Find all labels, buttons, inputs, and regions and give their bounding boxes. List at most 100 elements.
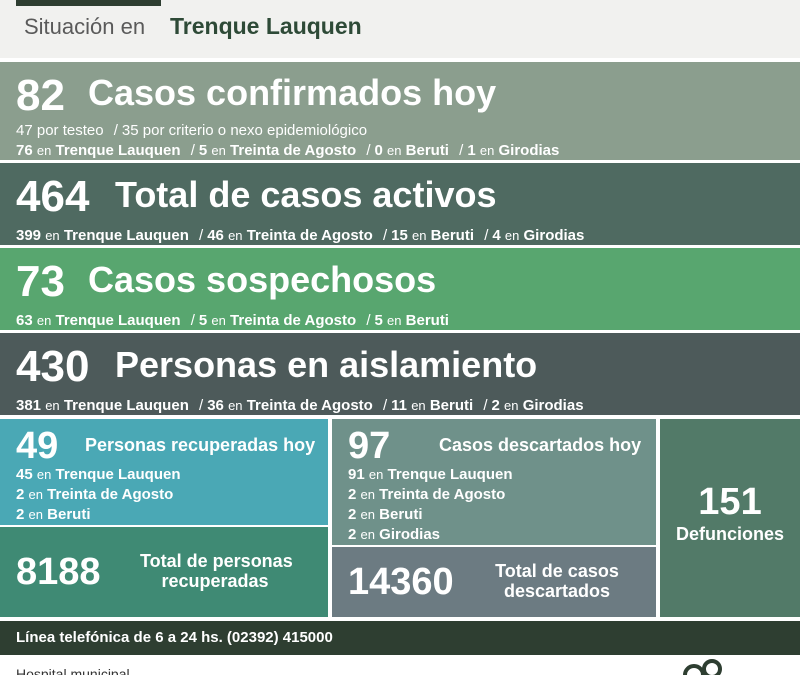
separator: /	[190, 142, 195, 159]
active-places: 399 en Trenque Lauquen /46 en Treinta de…	[16, 228, 584, 243]
confirmed-number: 82	[16, 71, 65, 120]
ta-count: 36	[207, 397, 224, 414]
separator: /	[366, 312, 371, 329]
en-word: en	[387, 143, 402, 158]
place-ta: Treinta de Agosto	[246, 227, 373, 244]
gi-count: 2	[491, 397, 500, 414]
place-be: Beruti	[430, 227, 475, 244]
place-ta: Treinta de Agosto	[230, 142, 357, 159]
header-city: Trenque Lauquen	[170, 13, 362, 39]
recovered-tl: 45 en Trenque Lauquen	[16, 467, 181, 482]
gi-count: 2	[348, 526, 357, 543]
isolation-title: Personas en aislamiento	[115, 344, 538, 385]
en-word: en	[228, 228, 243, 243]
recovered-total-panel: 8188 Total de personas recuperadas	[0, 527, 328, 617]
place-tl: Trenque Lauquen	[63, 397, 189, 414]
discarded-be: 2 en Beruti	[348, 507, 423, 522]
place-ta: Treinta de Agosto	[379, 486, 506, 503]
separator: /	[484, 227, 489, 244]
en-word: en	[504, 398, 519, 413]
discarded-ta: 2 en Treinta de Agosto	[348, 487, 505, 502]
place-tl: Trenque Lauquen	[55, 312, 181, 329]
recovered-be: 2 en Beruti	[16, 507, 91, 522]
en-word: en	[368, 467, 384, 482]
en-word: en	[479, 143, 495, 158]
deaths-number: 151	[698, 481, 762, 523]
deaths-panel: 151 Defunciones	[660, 419, 800, 617]
recovered-total-label-1: Total de personas	[140, 551, 293, 571]
en-word: en	[228, 398, 243, 413]
place-tl: Trenque Lauquen	[387, 466, 513, 483]
confirmed-breakdown: 47 por testeo /35 por criterio o nexo ep…	[16, 123, 367, 138]
be-count: 5	[374, 312, 383, 329]
test-count: 47	[16, 122, 33, 139]
en-word: en	[211, 313, 226, 328]
en-word: en	[387, 313, 402, 328]
en-word: en	[211, 143, 226, 158]
gi-count: 4	[492, 227, 501, 244]
discarded-today-number: 97	[348, 425, 391, 467]
be-count: 11	[391, 397, 408, 414]
separator: /	[483, 397, 488, 414]
separator: /	[199, 227, 204, 244]
header-prefix: Situación en	[24, 14, 146, 39]
en-word: en	[28, 487, 43, 502]
place-be: Beruti	[405, 312, 449, 329]
recovered-total-number: 8188	[16, 551, 101, 593]
header-accent-bar	[16, 0, 161, 6]
be-count: 2	[16, 506, 25, 523]
en-word: en	[360, 507, 375, 522]
place-ta: Treinta de Agosto	[47, 486, 174, 503]
active-number: 464	[16, 172, 90, 221]
place-be: Beruti	[379, 506, 423, 523]
place-be: Beruti	[429, 397, 474, 414]
criterio-count: 35	[121, 122, 139, 139]
discarded-total-number: 14360	[348, 561, 454, 603]
en-word: en	[45, 398, 60, 413]
deaths-label: Defunciones	[675, 524, 785, 544]
recovered-total-label-2: recuperadas	[161, 571, 269, 591]
active-band: 464 Total de casos activos 399 en Trenqu…	[0, 163, 800, 245]
place-tl: Trenque Lauquen	[63, 227, 189, 244]
isolation-band: 430 Personas en aislamiento 381 en Trenq…	[0, 333, 800, 415]
isolation-number: 430	[16, 342, 90, 391]
discarded-tl: 91 en Trenque Lauquen	[348, 467, 513, 482]
place-gi: Girodias	[379, 526, 441, 543]
isolation-places: 381 en Trenque Lauquen / 36 en Treinta de…	[16, 398, 584, 413]
separator: /	[366, 142, 371, 159]
tl-count: 45	[16, 466, 33, 483]
en-word: en	[360, 487, 375, 502]
ta-count: 2	[16, 486, 25, 503]
discarded-gi: 2 en Girodias	[348, 527, 440, 542]
separator: /	[459, 142, 464, 159]
place-gi: Girodias	[522, 397, 584, 414]
tl-count: 381	[16, 397, 42, 414]
separator: /	[383, 227, 388, 244]
confirmed-places: 76 en Trenque Lauquen /5 en Treinta de A…	[16, 143, 559, 158]
criterio-label: por criterio o nexo epidemiológico	[142, 122, 368, 139]
place-be: Beruti	[47, 506, 91, 523]
tl-count: 91	[348, 466, 365, 483]
separator: /	[113, 122, 118, 139]
discarded-today-title: Casos descartados hoy	[439, 435, 642, 455]
en-word: en	[411, 398, 426, 413]
suspect-band: 73 Casos sospechosos 63 en Trenque Lauqu…	[0, 248, 800, 330]
place-tl: Trenque Lauquen	[55, 142, 181, 159]
place-ta: Treinta de Agosto	[246, 397, 373, 414]
gi-count: 1	[467, 142, 476, 159]
en-word: en	[28, 507, 43, 522]
confirmed-title: Casos confirmados hoy	[88, 72, 497, 113]
place-be: Beruti	[405, 142, 449, 159]
discarded-total-label-2: descartados	[503, 581, 611, 601]
ta-count: 2	[348, 486, 357, 503]
suspect-title: Casos sospechosos	[88, 259, 437, 300]
phone-text: Línea telefónica de 6 a 24 hs. (02392) 4…	[16, 629, 333, 646]
ta-count: 5	[198, 312, 208, 329]
logo-icon	[683, 659, 722, 675]
recovered-ta: 2 en Treinta de Agosto	[16, 487, 173, 502]
tl-count: 76	[16, 142, 33, 159]
test-label: por testeo	[36, 122, 104, 139]
discarded-today-panel: 97 Casos descartados hoy 91 en Trenque L…	[332, 419, 656, 545]
en-word: en	[36, 143, 52, 158]
phone-bar: Línea telefónica de 6 a 24 hs. (02392) 4…	[0, 621, 800, 655]
